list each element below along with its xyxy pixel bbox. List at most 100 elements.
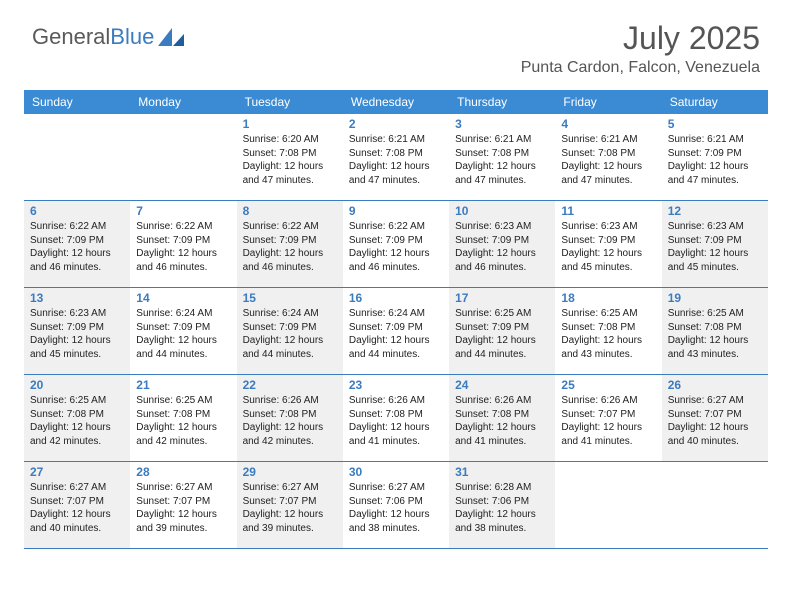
week-row: 27Sunrise: 6:27 AMSunset: 7:07 PMDayligh… <box>24 462 768 549</box>
calendar-cell: 13Sunrise: 6:23 AMSunset: 7:09 PMDayligh… <box>24 288 130 374</box>
day-number: 22 <box>243 378 337 392</box>
day-detail: Sunrise: 6:24 AMSunset: 7:09 PMDaylight:… <box>349 307 443 361</box>
daylight-text: Daylight: 12 hours and 47 minutes. <box>561 160 655 187</box>
day-detail: Sunrise: 6:25 AMSunset: 7:08 PMDaylight:… <box>668 307 762 361</box>
day-number: 1 <box>243 117 337 131</box>
daylight-text: Daylight: 12 hours and 46 minutes. <box>30 247 124 274</box>
sunrise-text: Sunrise: 6:23 AM <box>455 220 549 234</box>
sunrise-text: Sunrise: 6:25 AM <box>136 394 230 408</box>
daylight-text: Daylight: 12 hours and 38 minutes. <box>349 508 443 535</box>
sunset-text: Sunset: 7:09 PM <box>668 147 762 161</box>
calendar-cell: 12Sunrise: 6:23 AMSunset: 7:09 PMDayligh… <box>662 201 768 287</box>
daylight-text: Daylight: 12 hours and 44 minutes. <box>243 334 337 361</box>
day-detail: Sunrise: 6:23 AMSunset: 7:09 PMDaylight:… <box>455 220 549 274</box>
day-detail: Sunrise: 6:26 AMSunset: 7:08 PMDaylight:… <box>349 394 443 448</box>
day-detail: Sunrise: 6:27 AMSunset: 7:07 PMDaylight:… <box>30 481 124 535</box>
day-detail: Sunrise: 6:23 AMSunset: 7:09 PMDaylight:… <box>561 220 655 274</box>
day-number: 29 <box>243 465 337 479</box>
sunset-text: Sunset: 7:09 PM <box>455 234 549 248</box>
sunset-text: Sunset: 7:09 PM <box>243 234 337 248</box>
day-detail: Sunrise: 6:20 AMSunset: 7:08 PMDaylight:… <box>243 133 337 187</box>
day-number: 19 <box>668 291 762 305</box>
calendar-cell: 21 Sunrise: 6:25 AMSunset: 7:08 PMDayligh… <box>130 375 236 461</box>
brand-text-2: Blue <box>110 24 154 50</box>
calendar-cell: 29 Sunrise: 6:27 AMSunset: 7:07 PMDayligh… <box>237 462 343 548</box>
calendar-cell: 17Sunrise: 6:25 AMSunset: 7:09 PMDayligh… <box>449 288 555 374</box>
day-number: 6 <box>30 204 124 218</box>
sunset-text: Sunset: 7:09 PM <box>455 321 549 335</box>
calendar: Sunday Monday Tuesday Wednesday Thursday… <box>24 90 768 549</box>
calendar-cell <box>662 462 768 548</box>
day-number: 31 <box>455 465 549 479</box>
sunrise-text: Sunrise: 6:26 AM <box>349 394 443 408</box>
sunrise-text: Sunrise: 6:22 AM <box>136 220 230 234</box>
sunset-text: Sunset: 7:09 PM <box>349 321 443 335</box>
day-number: 15 <box>243 291 337 305</box>
day-header-row: Sunday Monday Tuesday Wednesday Thursday… <box>24 90 768 114</box>
calendar-cell: 4 Sunrise: 6:21 AMSunset: 7:08 PMDaylight… <box>555 114 661 200</box>
week-row: 1 Sunrise: 6:20 AMSunset: 7:08 PMDaylight… <box>24 114 768 201</box>
sunset-text: Sunset: 7:08 PM <box>561 147 655 161</box>
day-detail: Sunrise: 6:21 AMSunset: 7:08 PMDaylight:… <box>561 133 655 187</box>
day-detail: Sunrise: 6:24 AMSunset: 7:09 PMDaylight:… <box>136 307 230 361</box>
calendar-cell: 20Sunrise: 6:25 AMSunset: 7:08 PMDayligh… <box>24 375 130 461</box>
day-number: 13 <box>30 291 124 305</box>
weeks-container: 1 Sunrise: 6:20 AMSunset: 7:08 PMDaylight… <box>24 114 768 549</box>
day-detail: Sunrise: 6:27 AMSunset: 7:07 PMDaylight:… <box>243 481 337 535</box>
calendar-cell: 26 Sunrise: 6:27 AMSunset: 7:07 PMDayligh… <box>662 375 768 461</box>
sunset-text: Sunset: 7:09 PM <box>136 234 230 248</box>
sunset-text: Sunset: 7:07 PM <box>30 495 124 509</box>
daylight-text: Daylight: 12 hours and 47 minutes. <box>668 160 762 187</box>
calendar-cell: 25Sunrise: 6:26 AMSunset: 7:07 PMDayligh… <box>555 375 661 461</box>
day-number: 14 <box>136 291 230 305</box>
day-detail: Sunrise: 6:25 AMSunset: 7:08 PMDaylight:… <box>30 394 124 448</box>
calendar-cell <box>555 462 661 548</box>
calendar-cell: 9Sunrise: 6:22 AMSunset: 7:09 PMDaylight… <box>343 201 449 287</box>
sunrise-text: Sunrise: 6:24 AM <box>243 307 337 321</box>
sunrise-text: Sunrise: 6:26 AM <box>243 394 337 408</box>
sunrise-text: Sunrise: 6:24 AM <box>349 307 443 321</box>
daylight-text: Daylight: 12 hours and 40 minutes. <box>30 508 124 535</box>
day-detail: Sunrise: 6:24 AMSunset: 7:09 PMDaylight:… <box>243 307 337 361</box>
calendar-cell <box>130 114 236 200</box>
daylight-text: Daylight: 12 hours and 41 minutes. <box>455 421 549 448</box>
sunrise-text: Sunrise: 6:28 AM <box>455 481 549 495</box>
day-number: 7 <box>136 204 230 218</box>
daylight-text: Daylight: 12 hours and 46 minutes. <box>136 247 230 274</box>
sunset-text: Sunset: 7:08 PM <box>455 147 549 161</box>
daylight-text: Daylight: 12 hours and 46 minutes. <box>349 247 443 274</box>
week-row: 6Sunrise: 6:22 AMSunset: 7:09 PMDaylight… <box>24 201 768 288</box>
calendar-cell: 15 Sunrise: 6:24 AMSunset: 7:09 PMDayligh… <box>237 288 343 374</box>
daylight-text: Daylight: 12 hours and 43 minutes. <box>668 334 762 361</box>
day-number: 25 <box>561 378 655 392</box>
day-number: 23 <box>349 378 443 392</box>
day-number: 9 <box>349 204 443 218</box>
calendar-cell: 18Sunrise: 6:25 AMSunset: 7:08 PMDayligh… <box>555 288 661 374</box>
daylight-text: Daylight: 12 hours and 46 minutes. <box>455 247 549 274</box>
day-number: 21 <box>136 378 230 392</box>
sunset-text: Sunset: 7:07 PM <box>668 408 762 422</box>
calendar-cell: 6Sunrise: 6:22 AMSunset: 7:09 PMDaylight… <box>24 201 130 287</box>
calendar-cell: 22 Sunrise: 6:26 AMSunset: 7:08 PMDayligh… <box>237 375 343 461</box>
day-detail: Sunrise: 6:26 AMSunset: 7:08 PMDaylight:… <box>243 394 337 448</box>
sunset-text: Sunset: 7:08 PM <box>455 408 549 422</box>
sunrise-text: Sunrise: 6:26 AM <box>455 394 549 408</box>
sunrise-text: Sunrise: 6:26 AM <box>561 394 655 408</box>
day-header-thu: Thursday <box>449 90 555 114</box>
week-row: 20Sunrise: 6:25 AMSunset: 7:08 PMDayligh… <box>24 375 768 462</box>
calendar-cell: 16 Sunrise: 6:24 AMSunset: 7:09 PMDayligh… <box>343 288 449 374</box>
day-detail: Sunrise: 6:25 AMSunset: 7:08 PMDaylight:… <box>136 394 230 448</box>
calendar-cell: 2Sunrise: 6:21 AMSunset: 7:08 PMDaylight… <box>343 114 449 200</box>
sunset-text: Sunset: 7:08 PM <box>349 147 443 161</box>
sunset-text: Sunset: 7:09 PM <box>349 234 443 248</box>
day-number: 26 <box>668 378 762 392</box>
sunrise-text: Sunrise: 6:23 AM <box>30 307 124 321</box>
calendar-cell: 23 Sunrise: 6:26 AMSunset: 7:08 PMDayligh… <box>343 375 449 461</box>
day-number: 4 <box>561 117 655 131</box>
calendar-cell <box>24 114 130 200</box>
calendar-cell: 19 Sunrise: 6:25 AMSunset: 7:08 PMDayligh… <box>662 288 768 374</box>
day-detail: Sunrise: 6:27 AMSunset: 7:07 PMDaylight:… <box>136 481 230 535</box>
day-number: 16 <box>349 291 443 305</box>
brand-text-1: General <box>32 24 110 50</box>
day-detail: Sunrise: 6:27 AMSunset: 7:07 PMDaylight:… <box>668 394 762 448</box>
